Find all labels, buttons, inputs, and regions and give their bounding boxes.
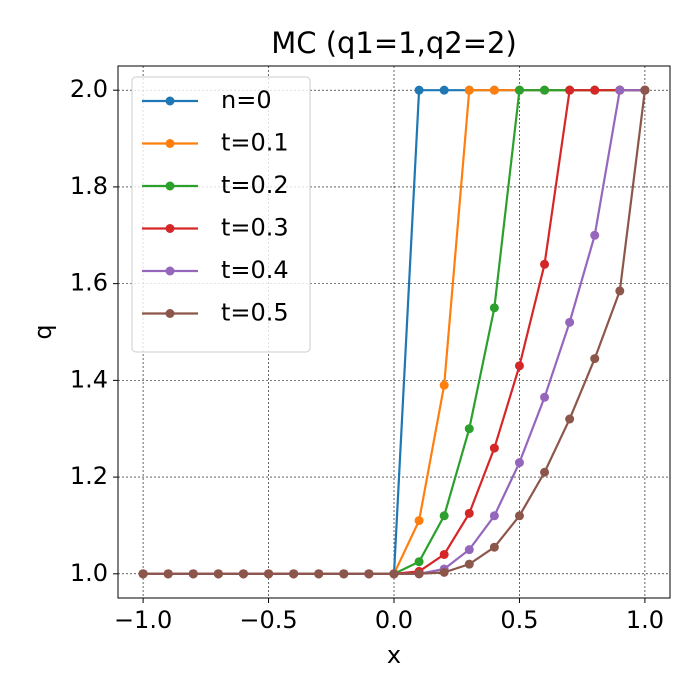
data-point [339,569,349,579]
data-point [464,85,474,95]
y-axis-label: q [29,324,57,339]
data-point [188,569,198,579]
data-point [540,259,550,269]
x-tick-label: 1.0 [626,606,664,634]
data-point [489,303,499,313]
x-tick-label: 0.5 [500,606,538,634]
data-point [565,414,575,424]
data-point [439,549,449,559]
legend-label: t=0.5 [221,299,289,327]
data-point [138,569,148,579]
legend-label: t=0.3 [221,214,289,242]
y-tick-label: 2.0 [70,75,108,103]
data-point [464,559,474,569]
data-point [414,85,424,95]
data-point [565,85,575,95]
legend-marker [165,309,175,318]
data-point [464,508,474,518]
data-point [514,361,524,371]
data-point [439,85,449,95]
data-point [514,511,524,521]
data-point [364,569,374,579]
data-point [213,569,223,579]
data-point [439,567,449,577]
data-point [615,85,625,95]
data-point [414,557,424,567]
legend-box [131,76,311,353]
data-point [590,230,600,240]
data-point [489,443,499,453]
data-point [590,85,600,95]
data-point [489,542,499,552]
x-tick-label: −0.5 [239,606,297,634]
data-point [289,569,299,579]
data-point [514,85,524,95]
data-point [414,569,424,579]
data-point [439,511,449,521]
x-tick-label: 0.0 [375,606,413,634]
legend-label: t=0.1 [221,129,289,157]
y-tick-label: 1.4 [70,365,108,393]
y-tick-label: 1.0 [70,559,108,587]
y-tick-label: 1.2 [70,462,108,490]
legend-label: t=0.4 [221,256,289,284]
legend-label: n=0 [221,86,272,114]
data-point [314,569,324,579]
data-point [238,569,248,579]
data-point [464,545,474,555]
plot-frame [117,65,671,599]
data-point [489,511,499,521]
data-point [163,569,173,579]
data-point [439,380,449,390]
data-point [414,516,424,526]
data-point [514,458,524,468]
y-tick-label: 1.8 [70,172,108,200]
data-point [264,569,274,579]
legend-marker [165,96,175,106]
data-point [565,317,575,327]
data-point [640,85,650,95]
legend-label: t=0.2 [221,171,289,199]
legend-marker [165,224,175,233]
data-point [489,85,499,95]
y-tick-label: 1.6 [70,269,108,297]
data-point [540,467,550,477]
data-point [540,392,550,402]
data-point [389,569,399,579]
legend-marker [165,181,175,191]
chart-title: MC (q1=1,q2=2) [271,26,517,60]
data-point [540,85,550,95]
x-tick-label: −1.0 [114,606,172,634]
legend-marker [165,139,175,148]
data-point [464,424,474,434]
data-point [590,354,600,364]
x-axis-label: x [387,641,401,669]
data-point [615,286,625,296]
legend-marker [165,266,175,276]
